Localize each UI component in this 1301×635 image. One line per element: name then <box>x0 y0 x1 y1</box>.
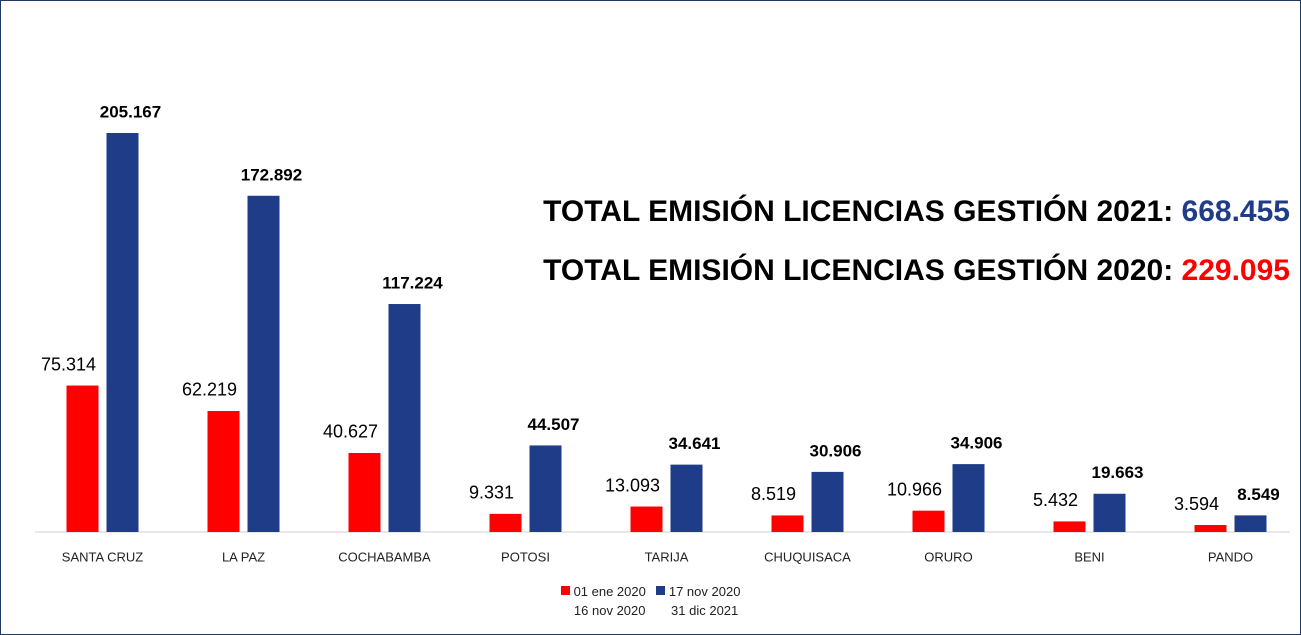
data-label: 5.432 <box>1033 490 1078 510</box>
bar <box>811 471 844 532</box>
bar <box>952 464 985 532</box>
bar <box>388 304 421 532</box>
x-tick-label: LA PAZ <box>222 549 265 564</box>
total-text: TOTAL EMISIÓN LICENCIAS GESTIÓN 2021: <box>543 194 1173 228</box>
x-tick-label: SANTA CRUZ <box>62 549 143 564</box>
legend: 01 ene 2020 16 nov 2020 17 nov 2020 31 di… <box>0 582 1301 620</box>
data-label: 44.507 <box>528 415 580 434</box>
data-label: 8.549 <box>1237 485 1280 504</box>
bar <box>1053 521 1086 532</box>
data-label: 62.219 <box>182 380 237 400</box>
data-label: 10.966 <box>887 479 942 499</box>
data-label: 13.093 <box>605 475 660 495</box>
data-label: 30.906 <box>810 441 862 460</box>
bar <box>1093 493 1126 532</box>
legend-label: 01 ene 2020 16 nov 2020 <box>573 584 646 618</box>
total-text: TOTAL EMISIÓN LICENCIAS GESTIÓN 2020: <box>543 253 1173 287</box>
bar <box>247 195 280 533</box>
bar <box>771 515 804 532</box>
data-label: 205.167 <box>100 102 161 121</box>
bar <box>912 510 945 532</box>
total-annotation: TOTAL EMISIÓN LICENCIAS GESTIÓN 2020: 22… <box>543 253 1290 287</box>
total-annotation: TOTAL EMISIÓN LICENCIAS GESTIÓN 2021: 66… <box>543 194 1290 228</box>
bar <box>630 506 663 532</box>
x-tick-label: PANDO <box>1208 549 1253 564</box>
data-label: 34.906 <box>951 434 1003 453</box>
bar <box>1194 525 1227 532</box>
total-value: 668.455 <box>1182 195 1290 228</box>
data-label: 117.224 <box>382 274 443 293</box>
total-value: 229.095 <box>1182 254 1290 287</box>
bar <box>66 385 99 532</box>
data-label: 34.641 <box>669 434 721 453</box>
bar <box>106 133 139 532</box>
bar <box>489 513 522 532</box>
data-label: 75.314 <box>41 354 96 374</box>
bar <box>348 452 381 532</box>
data-label: 19.663 <box>1092 463 1144 482</box>
data-label: 9.331 <box>469 483 514 503</box>
legend-item: 01 ene 2020 16 nov 2020 <box>560 582 646 620</box>
bar <box>670 464 703 532</box>
legend-swatch <box>655 586 665 595</box>
data-label: 172.892 <box>241 165 302 184</box>
data-label: 8.519 <box>751 484 796 504</box>
bar <box>529 445 562 532</box>
x-tick-label: ORURO <box>924 549 972 564</box>
x-tick-label: COCHABAMBA <box>338 549 431 564</box>
data-label: 3.594 <box>1174 494 1219 514</box>
data-label: 40.627 <box>323 422 378 442</box>
x-tick-label: POTOSI <box>501 549 550 564</box>
x-tick-label: CHUQUISACA <box>764 549 851 564</box>
legend-swatch <box>560 586 570 595</box>
legend-item: 17 nov 2020 31 dic 2021 <box>655 582 741 620</box>
x-tick-label: TARIJA <box>645 549 689 564</box>
legend-label: 17 nov 2020 31 dic 2021 <box>668 584 741 618</box>
x-tick-label: BENI <box>1074 549 1104 564</box>
bar <box>1234 515 1267 532</box>
bar <box>207 410 240 532</box>
